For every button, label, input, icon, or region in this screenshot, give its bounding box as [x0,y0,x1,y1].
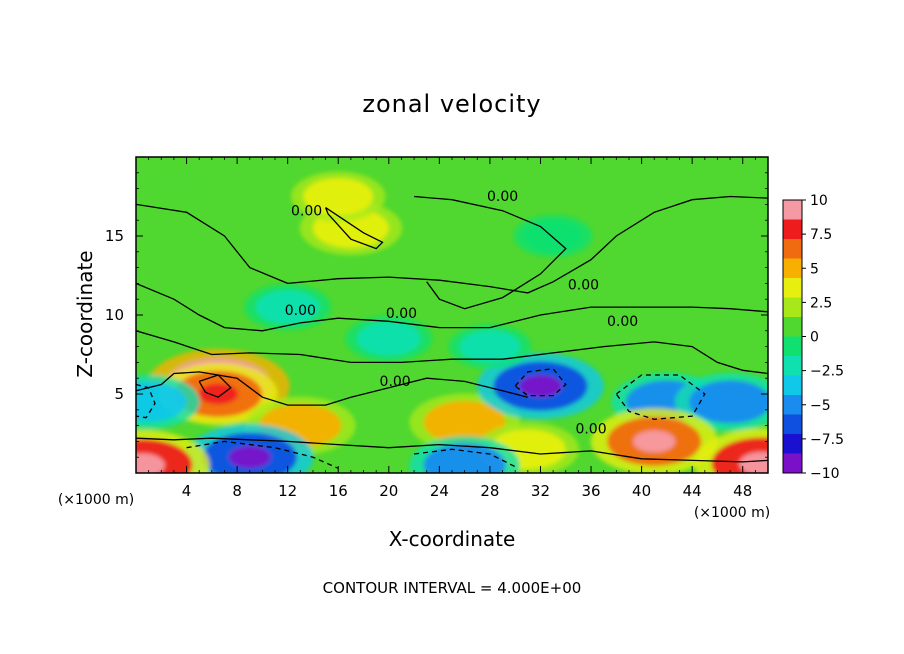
field-core [633,430,676,453]
field-cell [144,173,203,205]
contour-label: 0.00 [575,422,606,438]
x-tick-label: 36 [581,482,600,500]
field-cell [459,330,521,363]
contour-label: 0.00 [285,303,316,319]
x-axis-ticks: 4 8 12 16 20 24 28 32 36 40 44 48 [148,157,756,500]
x-tick-label: 48 [733,482,752,500]
field-cell [136,381,187,422]
colorbar-tick-label: 0 [810,330,819,346]
contour-label: 0.00 [380,374,411,390]
colorbar-tick-label: 5 [810,261,819,277]
contour-zero-lower [136,330,768,375]
contour-label: 0.00 [487,189,518,205]
field-cell [689,380,768,424]
x-tick-label: 24 [430,482,449,500]
contour-negative-bottom-mid [414,448,516,468]
colorbar-swatch [783,297,802,318]
contour-zero-upper [136,195,768,294]
y-axis-ticks: 5 10 15 [105,172,768,458]
contour-negative-center [514,368,567,397]
field-cell [524,220,583,252]
colorbar-tick-label: −5 [810,398,831,414]
x-tick-label: 28 [480,482,499,500]
colorbar-ticks: 10 7.5 5 2.5 0 −2.5 −5 −7.5 −10 [802,193,844,482]
field-core [136,453,165,473]
colorbar-swatch [783,434,802,454]
x-tick-label: 8 [232,482,242,500]
colorbar-swatch [783,453,802,474]
field-cell [423,443,506,473]
contour-zero-near-surface [136,371,528,406]
y-tick-label: 5 [114,385,124,403]
colorbar-swatch [783,317,802,337]
x-tick-label: 44 [683,482,702,500]
contour-negative-right [615,374,706,420]
contour-label: 0.00 [386,306,417,322]
contour-zero-loop [414,195,567,310]
colorbar-swatch [783,239,802,259]
colorbar-tick-label: −10 [810,466,840,482]
y-unit-label: (×1000 m) [58,492,134,508]
x-tick-label: 40 [632,482,651,500]
contour-zero-middle [136,282,768,332]
field-core [519,375,562,398]
colorbar-tick-label: 7.5 [810,227,832,243]
colorbar-swatch [783,395,802,415]
field-core [228,446,271,469]
colorbar-tick-label: −7.5 [810,432,844,448]
x-tick-label: 32 [531,482,550,500]
field-core [739,451,768,473]
colorbar-tick-label: −2.5 [810,364,844,380]
field-cell [423,400,506,444]
y-axis-label: Z-coordinate [73,250,97,377]
colorbar-swatch [783,278,802,298]
colorbar-swatch [783,336,802,357]
contour-negative-left [136,383,156,419]
y-tick-label: 10 [105,306,124,324]
x-axis-label: X-coordinate [389,527,516,551]
colorbar: 10 7.5 5 2.5 0 −2.5 −5 −7.5 −10 [782,193,844,482]
y-tick-label: 15 [105,227,124,245]
plot-area: 0.000.000.000.000.000.000.000.00 4 8 12 16 2… [105,156,769,500]
colorbar-tick-label: 2.5 [810,295,832,311]
colorbar-swatch [783,414,802,435]
contour-positive-core [198,374,232,398]
contour-lines: 0.00 0.00 0.00 0.00 0.00 0.00 0.00 0.00 [136,189,768,469]
field-cell [255,290,320,325]
contour-zero-bottom [136,437,768,463]
x-tick-label: 4 [182,482,192,500]
contour-positive-upper [324,207,384,250]
colorbar-swatch [783,200,802,220]
x-unit-label: (×1000 m) [694,505,770,521]
colorbar-tick-label: 10 [810,193,828,209]
field-cell [303,178,374,215]
colorbar-swatches [783,200,802,474]
x-tick-label: 12 [278,482,297,500]
colorbar-swatch [783,356,802,376]
contour-label: 0.00 [291,203,322,219]
x-tick-label: 16 [329,482,348,500]
contour-negative-bottom [186,440,339,469]
colorbar-swatch [783,219,802,240]
chart-title: zonal velocity [362,90,541,118]
colorbar-swatch [783,258,802,279]
contour-interval-note: CONTOUR INTERVAL = 4.000E+00 [323,579,582,597]
x-tick-label: 20 [379,482,398,500]
colorbar-swatch [783,375,802,396]
field-cell [356,321,421,356]
contour-label: 0.00 [607,314,638,330]
field-core [198,383,238,405]
contour-label: 0.00 [568,278,599,294]
